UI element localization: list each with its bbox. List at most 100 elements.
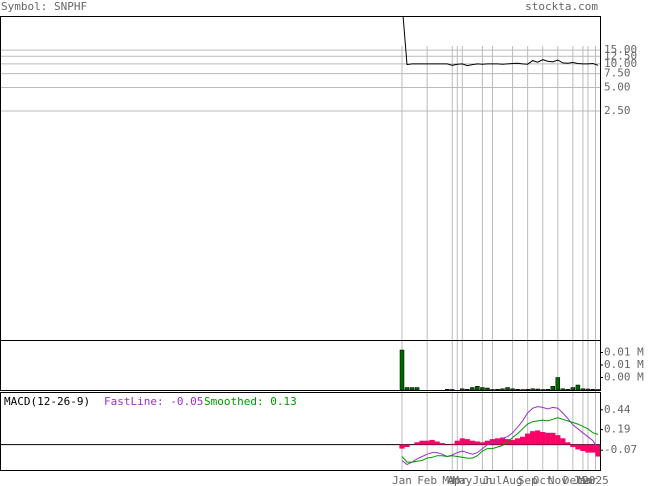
y-tick-label: 0.00 M bbox=[604, 371, 644, 384]
macd-histogram-bar bbox=[464, 439, 470, 445]
volume-bar bbox=[570, 387, 576, 391]
x-tick-label: Jun bbox=[472, 474, 492, 486]
macd-histogram-bar bbox=[449, 443, 455, 445]
fast-legend: FastLine: -0.05 bbox=[104, 395, 203, 408]
volume-bar bbox=[515, 389, 520, 391]
macd-histogram-bar bbox=[419, 440, 425, 445]
fast-value: -0.05 bbox=[170, 395, 203, 408]
volume-bar bbox=[409, 387, 415, 391]
volume-bar bbox=[404, 387, 410, 391]
x-tick-label: Jul bbox=[483, 474, 503, 486]
symbol-title: Symbol: SNPHF bbox=[1, 0, 87, 13]
volume-bar bbox=[444, 389, 450, 391]
macd-histogram-bar bbox=[399, 444, 405, 449]
x-tick-label: May bbox=[452, 474, 472, 486]
macd-histogram-bar bbox=[565, 442, 571, 445]
volume-bar bbox=[490, 389, 495, 391]
volume-bar bbox=[590, 389, 596, 391]
macd-histogram-bar bbox=[489, 439, 496, 445]
macd-panel bbox=[0, 392, 601, 471]
smoothed-value: 0.13 bbox=[270, 395, 297, 408]
volume-bar bbox=[585, 388, 591, 391]
macd-histogram-bar bbox=[540, 431, 546, 445]
macd-histogram-bar bbox=[550, 432, 556, 445]
x-tick-label: Feb bbox=[417, 474, 437, 486]
macd-histogram-bar bbox=[514, 438, 521, 445]
macd-histogram-bar bbox=[454, 440, 460, 445]
macd-histogram-bar bbox=[580, 444, 586, 451]
volume-bar bbox=[414, 387, 420, 391]
volume-bar bbox=[540, 389, 545, 391]
macd-histogram-bar bbox=[530, 431, 536, 445]
y-tick-label: 0.19 bbox=[604, 423, 631, 436]
x-tick-label: Jan bbox=[392, 474, 412, 486]
x-tick-label: Jan bbox=[573, 474, 593, 486]
volume-bar bbox=[485, 387, 490, 391]
y-tick-label: 12.50 bbox=[604, 49, 637, 62]
macd-histogram-bar bbox=[404, 444, 410, 448]
macd-histogram-bar bbox=[499, 437, 506, 445]
macd-histogram-bar bbox=[469, 440, 475, 445]
macd-histogram-bar bbox=[439, 443, 445, 445]
volume-bar bbox=[470, 387, 475, 391]
y-tick-label: 15.00 bbox=[604, 43, 637, 56]
macd-histogram-bar bbox=[474, 441, 480, 445]
macd-histogram-bar bbox=[590, 444, 596, 453]
macd-histogram-bar bbox=[595, 444, 600, 457]
smoothed-name: Smoothed: bbox=[204, 395, 264, 408]
macd-histogram-bar bbox=[520, 436, 526, 445]
x-tick-label: Mar bbox=[578, 474, 598, 486]
macd-title: MACD(12-26-9) bbox=[4, 395, 90, 408]
x-tick-label: Nov bbox=[548, 474, 568, 486]
y-tick-label: 0.44 bbox=[604, 403, 631, 416]
macd-histogram-bar bbox=[434, 441, 440, 445]
x-tick-label: Oct bbox=[533, 474, 553, 486]
volume-panel bbox=[0, 340, 601, 391]
volume-bar bbox=[460, 388, 465, 391]
volume-bar bbox=[595, 389, 601, 391]
macd-line bbox=[401, 406, 599, 466]
x-tick-label: Mar bbox=[442, 474, 462, 486]
macd-histogram-bar bbox=[585, 444, 591, 453]
volume-bar bbox=[480, 387, 485, 391]
macd-histogram-bar bbox=[575, 444, 581, 450]
volume-bar bbox=[530, 388, 535, 391]
volume-bar bbox=[555, 377, 561, 391]
y-tick-label: 10.00 bbox=[604, 57, 637, 70]
source: stockta.com bbox=[525, 0, 598, 13]
y-tick-label: 2.50 bbox=[604, 104, 631, 117]
x-tick-label: 2025 bbox=[582, 474, 609, 486]
x-tick-label: Aug bbox=[503, 474, 523, 486]
macd-histogram-bar bbox=[459, 438, 465, 445]
macd-histogram-bar bbox=[414, 442, 420, 445]
macd-histogram-bar bbox=[570, 444, 576, 448]
volume-bar bbox=[550, 386, 556, 391]
volume-bar bbox=[520, 389, 525, 391]
x-tick-label: Dec bbox=[563, 474, 583, 486]
volume-bar bbox=[510, 388, 515, 391]
y-tick-label: 5.00 bbox=[604, 80, 631, 93]
volume-bar bbox=[560, 388, 566, 391]
volume-bar bbox=[450, 389, 455, 391]
volume-bar bbox=[475, 386, 480, 391]
y-tick-label: 0.01 M bbox=[604, 346, 644, 359]
volume-bar bbox=[580, 388, 586, 391]
volume-bar bbox=[495, 389, 500, 391]
y-tick-label: -0.07 bbox=[604, 443, 637, 456]
price-line bbox=[402, 16, 599, 67]
smoothed-legend: Smoothed: 0.13 bbox=[204, 395, 297, 408]
macd-histogram-bar bbox=[535, 430, 541, 445]
fast-name: FastLine: bbox=[104, 395, 164, 408]
x-tick-label: Sep bbox=[518, 474, 538, 486]
volume-bar bbox=[399, 349, 405, 391]
macd-histogram-bar bbox=[479, 442, 486, 445]
macd-line bbox=[401, 417, 599, 463]
price-panel bbox=[0, 16, 601, 341]
volume-bar bbox=[575, 384, 581, 391]
x-tick-label: Apr bbox=[447, 474, 467, 486]
macd-histogram-bar bbox=[429, 439, 435, 445]
macd-histogram-bar bbox=[560, 438, 566, 445]
price-group bbox=[402, 16, 599, 67]
